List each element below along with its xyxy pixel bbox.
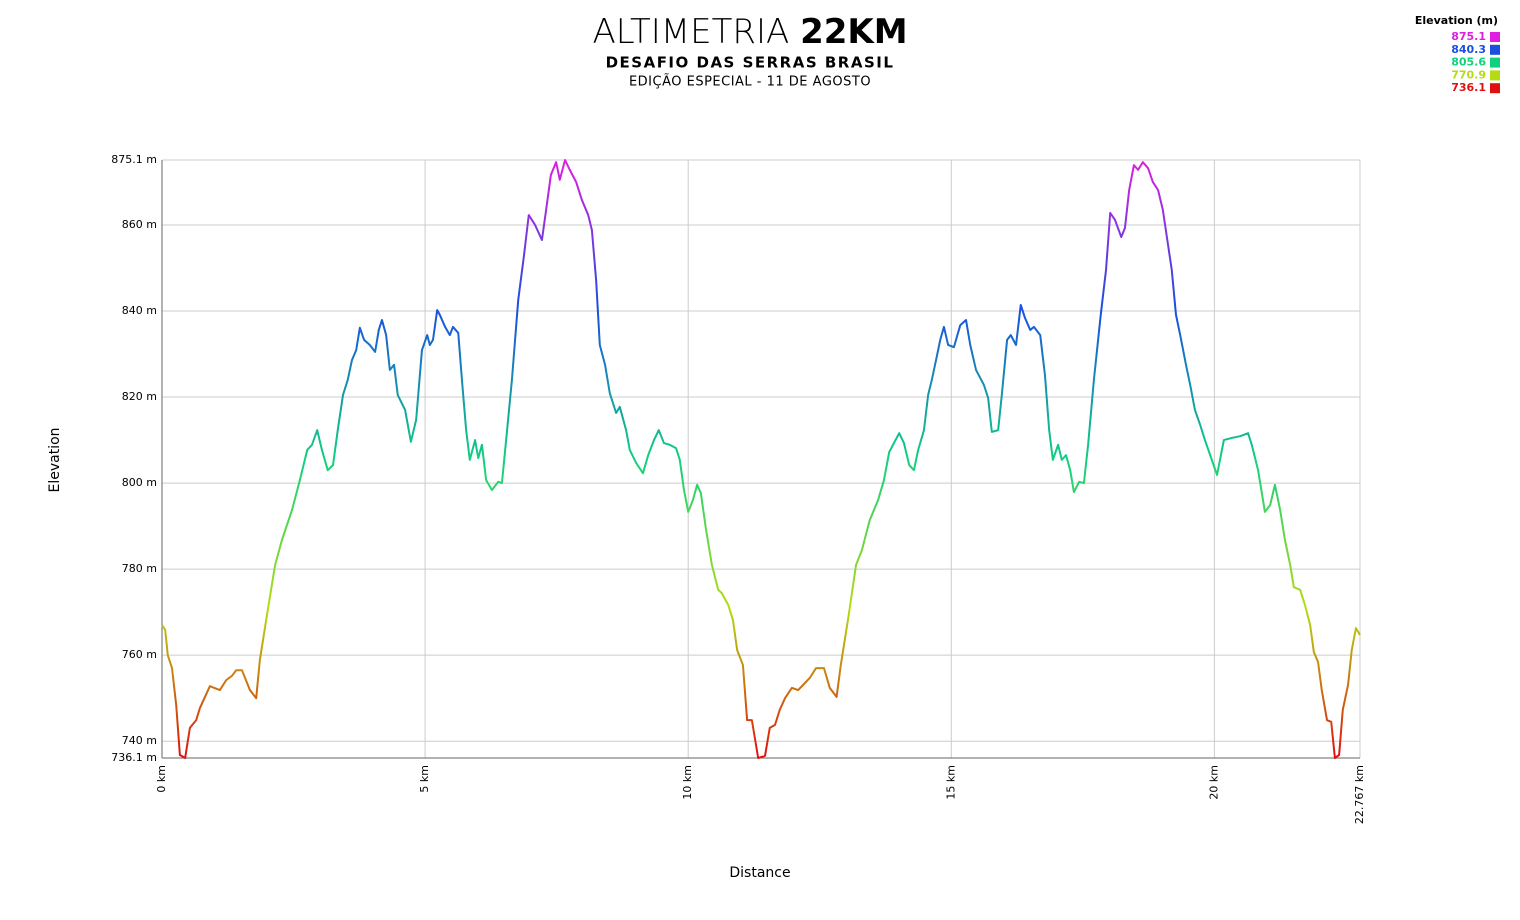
- y-tick-label: 840 m: [122, 304, 157, 317]
- x-tick-label: 20 km: [1207, 765, 1220, 800]
- y-tick-label: 860 m: [122, 218, 157, 231]
- subtitle: DESAFIO DAS SERRAS BRASIL: [606, 54, 895, 72]
- title-emphasis: 22KM: [800, 12, 908, 52]
- legend-title: Elevation (m): [1415, 14, 1498, 27]
- legend-label: 736.1: [1451, 81, 1486, 94]
- y-tick-label: 780 m: [122, 562, 157, 575]
- y-tick-label: 740 m: [122, 734, 157, 747]
- x-axis-title: Distance: [729, 865, 790, 881]
- legend-label: 805.6: [1451, 56, 1486, 69]
- legend-swatch: [1490, 44, 1500, 55]
- legend-label: 770.9: [1451, 68, 1486, 81]
- chart-title: ALTIMETRIA 22KM: [592, 12, 907, 52]
- y-tick-label: 875.1 m: [111, 153, 157, 166]
- x-tick-label: 5 km: [418, 765, 431, 793]
- legend-label: 840.3: [1451, 43, 1486, 56]
- y-tick-label: 820 m: [122, 390, 157, 403]
- legend-swatch: [1490, 70, 1500, 81]
- y-tick-label: 760 m: [122, 648, 157, 661]
- legend-label: 875.1: [1451, 30, 1486, 43]
- legend-swatch: [1490, 83, 1500, 94]
- y-axis-title: Elevation: [47, 427, 63, 492]
- y-tick-label: 800 m: [122, 476, 157, 489]
- x-tick-label: 0 km: [155, 765, 168, 793]
- x-tick-label: 15 km: [944, 765, 957, 800]
- title-main: ALTIMETRIA: [592, 12, 789, 52]
- legend-swatch: [1490, 32, 1500, 42]
- x-tick-label: 22.767 km: [1353, 765, 1366, 824]
- x-tick-label: 10 km: [681, 765, 694, 800]
- y-tick-label: 736.1 m: [111, 751, 157, 764]
- legend-swatch: [1490, 57, 1500, 68]
- elevation-line: [161, 159, 1361, 759]
- subtitle-2: EDIÇÃO ESPECIAL - 11 DE AGOSTO: [629, 74, 871, 90]
